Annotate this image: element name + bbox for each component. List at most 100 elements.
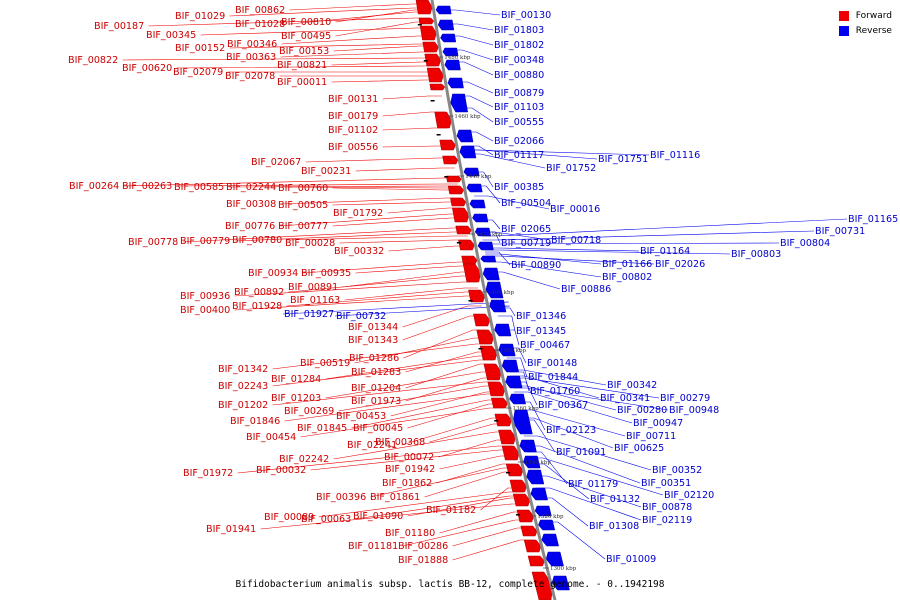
forward-feature-bif_01792[interactable]: BIF_01792 (333, 208, 383, 219)
feature-label[interactable]: BIF_00130 (501, 10, 551, 21)
feature-label[interactable]: BIF_02078 (225, 71, 275, 82)
feature-label[interactable]: BIF_01102 (328, 125, 378, 136)
reverse-feature-arrow[interactable] (469, 199, 486, 209)
forward-feature-arrow[interactable] (462, 263, 482, 283)
reverse-feature-bif_01844[interactable]: BIF_01844 (528, 372, 578, 383)
feature-label[interactable]: BIF_00269 (284, 406, 334, 417)
reverse-feature-arrow[interactable] (551, 575, 570, 591)
forward-feature-bif_00400[interactable]: BIF_00400 (180, 305, 230, 316)
reverse-feature-arrow[interactable] (519, 439, 537, 453)
forward-feature-bif_00179[interactable]: BIF_00179 (328, 111, 378, 122)
forward-feature-bif_01846[interactable]: BIF_01846 (230, 416, 280, 427)
forward-feature-bif_02079[interactable]: BIF_02079 (173, 67, 223, 78)
forward-feature-bif_00760[interactable]: BIF_00760 (278, 183, 328, 194)
reverse-feature-arrow[interactable] (447, 77, 464, 89)
forward-feature-bif_01204[interactable]: BIF_01204 (351, 383, 401, 394)
feature-label[interactable]: BIF_02120 (664, 490, 714, 501)
forward-feature-arrow[interactable] (527, 555, 545, 567)
feature-label[interactable]: BIF_00286 (398, 541, 448, 552)
reverse-feature-bif_00351[interactable]: BIF_00351 (641, 478, 691, 489)
forward-feature-arrow[interactable] (520, 525, 538, 537)
forward-feature-bif_00396[interactable]: BIF_00396 (316, 492, 366, 503)
reverse-feature-bif_00947[interactable]: BIF_00947 (633, 418, 683, 429)
feature-label[interactable]: BIF_01180 (385, 528, 435, 539)
forward-feature-bif_00891[interactable]: BIF_00891 (288, 282, 338, 293)
feature-label[interactable]: BIF_01009 (606, 554, 656, 565)
feature-label[interactable]: BIF_00187 (94, 21, 144, 32)
reverse-feature-bif_01752[interactable]: BIF_01752 (546, 163, 596, 174)
reverse-feature-bif_00279[interactable]: BIF_00279 (660, 393, 710, 404)
feature-label[interactable]: BIF_02079 (173, 67, 223, 78)
reverse-feature-arrow[interactable] (472, 213, 489, 223)
reverse-feature-arrow[interactable] (545, 551, 564, 567)
forward-feature-bif_02243[interactable]: BIF_02243 (218, 381, 268, 392)
reverse-feature-arrow[interactable] (541, 533, 559, 547)
feature-label[interactable]: BIF_00264 (69, 181, 119, 192)
reverse-feature-bif_00348[interactable]: BIF_00348 (494, 55, 544, 66)
feature-label[interactable]: BIF_01345 (516, 326, 566, 337)
reverse-feature-arrow[interactable] (477, 241, 494, 251)
forward-feature-bif_00822[interactable]: BIF_00822 (68, 55, 118, 66)
feature-label[interactable]: BIF_00348 (494, 55, 544, 66)
forward-feature-bif_02067[interactable]: BIF_02067 (251, 157, 301, 168)
forward-feature-bif_01862[interactable]: BIF_01862 (382, 478, 432, 489)
feature-label[interactable]: BIF_00620 (122, 63, 172, 74)
reverse-feature-bif_02120[interactable]: BIF_02120 (664, 490, 714, 501)
feature-label[interactable]: BIF_00776 (225, 221, 275, 232)
forward-feature-bif_01928[interactable]: BIF_01928 (232, 301, 282, 312)
forward-feature-bif_01942[interactable]: BIF_01942 (385, 464, 435, 475)
forward-feature-bif_00776[interactable]: BIF_00776 (225, 221, 275, 232)
forward-feature-bif_01180[interactable]: BIF_01180 (385, 528, 435, 539)
feature-label[interactable]: BIF_02067 (251, 157, 301, 168)
forward-feature-arrow[interactable] (422, 41, 439, 53)
forward-feature-bif_01972[interactable]: BIF_01972 (183, 468, 233, 479)
feature-label[interactable]: BIF_00879 (494, 88, 544, 99)
forward-feature-bif_00454[interactable]: BIF_00454 (246, 432, 296, 443)
forward-feature-bif_00028[interactable]: BIF_00028 (285, 238, 335, 249)
reverse-feature-arrow[interactable] (509, 393, 526, 405)
forward-feature-arrow[interactable] (424, 53, 442, 67)
feature-label[interactable]: BIF_00368 (375, 437, 425, 448)
feature-label[interactable]: BIF_00862 (235, 5, 285, 16)
feature-label[interactable]: BIF_00505 (278, 200, 328, 211)
feature-label[interactable]: BIF_00778 (128, 237, 178, 248)
feature-label[interactable]: BIF_00467 (520, 340, 570, 351)
feature-label[interactable]: BIF_00711 (626, 431, 676, 442)
reverse-feature-bif_01802[interactable]: BIF_01802 (494, 40, 544, 51)
reverse-feature-bif_00341[interactable]: BIF_00341 (600, 393, 650, 404)
forward-feature-arrow[interactable] (415, 0, 433, 15)
forward-feature-bif_00131[interactable]: BIF_00131 (328, 94, 378, 105)
reverse-feature-bif_00367[interactable]: BIF_00367 (538, 400, 588, 411)
feature-label[interactable]: BIF_01343 (348, 335, 398, 346)
feature-label[interactable]: BIF_00556 (328, 142, 378, 153)
feature-label[interactable]: BIF_00363 (226, 52, 276, 63)
reverse-feature-arrow[interactable] (505, 375, 523, 389)
reverse-feature-bif_00016[interactable]: BIF_00016 (550, 204, 600, 215)
feature-label[interactable]: BIF_01163 (290, 295, 340, 306)
feature-label[interactable]: BIF_01346 (516, 311, 566, 322)
feature-label[interactable]: BIF_00880 (494, 70, 544, 81)
forward-feature-bif_01182[interactable]: BIF_01182 (426, 505, 476, 516)
reverse-feature-bif_01103[interactable]: BIF_01103 (494, 102, 544, 113)
feature-label[interactable]: BIF_00011 (277, 77, 327, 88)
forward-feature-arrow[interactable] (509, 479, 528, 493)
feature-label[interactable]: BIF_02244 (226, 182, 276, 193)
forward-feature-arrow[interactable] (439, 139, 456, 151)
feature-label[interactable]: BIF_01132 (590, 494, 640, 505)
feature-label[interactable]: BIF_01942 (385, 464, 435, 475)
feature-label[interactable]: BIF_00519 (300, 358, 350, 369)
forward-feature-bif_01029[interactable]: BIF_01029 (175, 11, 225, 22)
feature-label[interactable]: BIF_01117 (494, 150, 544, 161)
reverse-feature-bif_00731[interactable]: BIF_00731 (815, 226, 865, 237)
reverse-feature-bif_01116[interactable]: BIF_01116 (650, 150, 700, 161)
feature-label[interactable]: BIF_00555 (494, 117, 544, 128)
feature-label[interactable]: BIF_01179 (568, 479, 618, 490)
reverse-feature-arrow[interactable] (512, 409, 533, 435)
reverse-feature-bif_01132[interactable]: BIF_01132 (590, 494, 640, 505)
feature-label[interactable]: BIF_01342 (218, 364, 268, 375)
reverse-feature-bif_01345[interactable]: BIF_01345 (516, 326, 566, 337)
forward-feature-bif_00519[interactable]: BIF_00519 (300, 358, 350, 369)
reverse-feature-bif_00880[interactable]: BIF_00880 (494, 70, 544, 81)
forward-feature-bif_00777[interactable]: BIF_00777 (278, 221, 328, 232)
reverse-feature-bif_00879[interactable]: BIF_00879 (494, 88, 544, 99)
